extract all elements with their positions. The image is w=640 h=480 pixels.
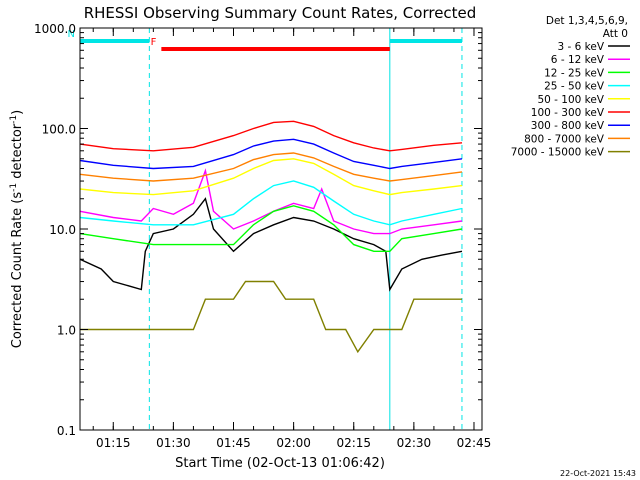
generation-timestamp: 22-Oct-2021 15:43	[560, 469, 636, 478]
y-tick-label: 1.0	[57, 324, 76, 338]
y-axis-label: Corrected Count Rate (s-1 detector-1)	[9, 110, 25, 348]
series-line	[79, 180, 463, 226]
series-line	[79, 205, 463, 253]
legend-label: 6 - 12 keV	[551, 54, 605, 66]
legend-label: 100 - 300 keV	[531, 107, 605, 119]
legend-header: Det 1,3,4,5,6,9,	[546, 15, 628, 27]
legend-label: 300 - 800 keV	[531, 120, 605, 132]
chart-title: RHESSI Observing Summary Count Rates, Co…	[84, 4, 477, 22]
plot-frame	[79, 27, 483, 431]
series-line	[79, 138, 463, 170]
legend-label: 25 - 50 keV	[544, 81, 605, 93]
x-tick-label: 02:15	[336, 436, 371, 450]
x-tick-label: 02:45	[457, 436, 492, 450]
legend-label: 12 - 25 keV	[544, 67, 605, 79]
series-line	[79, 152, 463, 182]
series-line	[79, 120, 463, 152]
interval-label: N	[68, 29, 75, 40]
x-tick-label: 01:45	[216, 436, 251, 450]
x-tick-label: 01:30	[156, 436, 191, 450]
legend-label: 800 - 7000 keV	[524, 133, 605, 145]
y-tick-label: 100.0	[42, 123, 76, 137]
x-axis-label: Start Time (02-Oct-13 01:06:42)	[175, 456, 385, 471]
y-tick-label: 1000.0	[34, 22, 76, 36]
legend-label: 3 - 6 keV	[557, 41, 604, 53]
series-line	[79, 158, 463, 196]
axes: 0.1 1.0 10.0 100.0 1000.0 01:15 01:30 01:45 02:0…	[34, 22, 491, 450]
legend-label: 50 - 100 keV	[537, 94, 604, 106]
x-tick-label: 01:15	[96, 436, 131, 450]
interval-label: F	[151, 37, 157, 48]
series-line	[80, 280, 462, 354]
x-tick-label: 02:00	[276, 436, 311, 450]
legend-label: 7000 - 15000 keV	[511, 147, 605, 159]
x-tick-label: 02:30	[397, 436, 432, 450]
series-line	[79, 197, 463, 292]
legend-header: Att 0	[603, 28, 628, 40]
y-tick-label: 0.1	[57, 424, 76, 438]
y-tick-label: 10.0	[49, 223, 76, 237]
plot-area: NF	[68, 28, 463, 430]
